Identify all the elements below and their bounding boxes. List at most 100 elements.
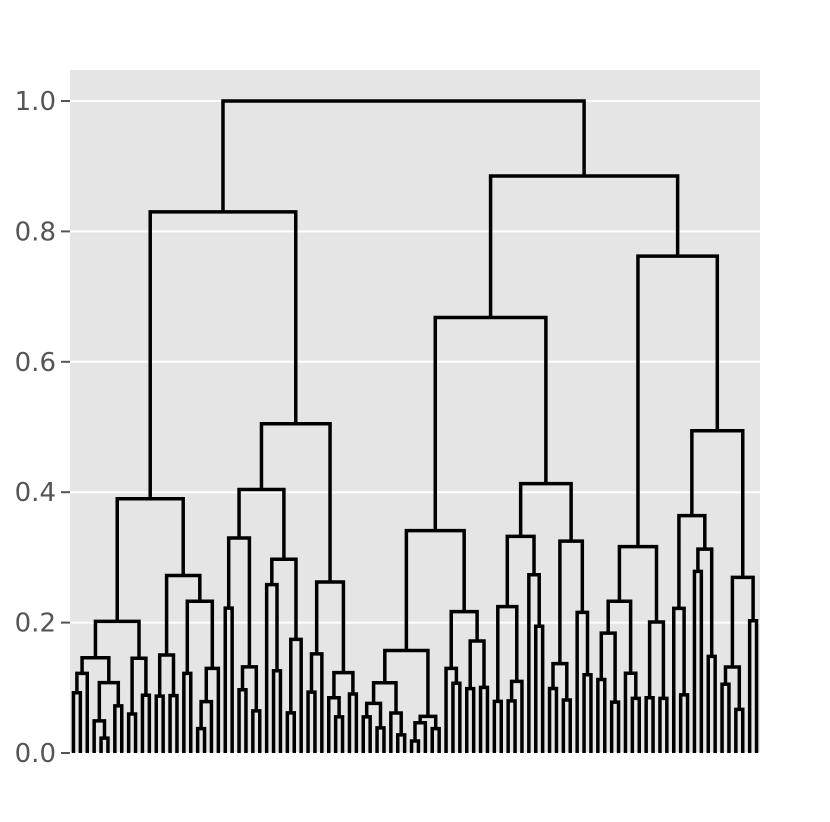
- dendrogram-link-42: [488, 174, 680, 318]
- dendrogram-link-72: [547, 686, 559, 753]
- dendrogram-link-84: [647, 620, 666, 699]
- dendrogram-link-91: [696, 547, 714, 657]
- dendrogram-link-94: [730, 575, 755, 668]
- dendrogram-link-48: [361, 715, 372, 753]
- dendrogram-link-46: [371, 681, 398, 714]
- dendrogram-link-5: [75, 671, 89, 753]
- dendrogram-link-13: [140, 693, 152, 753]
- dendrogram-link-29: [251, 709, 262, 753]
- dendrogram-link-6: [71, 691, 83, 753]
- dendrogram-link-78: [606, 599, 633, 674]
- dendrogram-link-16: [154, 694, 165, 753]
- dendrogram-link-20: [204, 666, 221, 753]
- dendrogram-link-51: [396, 733, 407, 753]
- y-tick-label-1: 0.2: [15, 609, 56, 639]
- dendrogram-link-55: [430, 726, 441, 753]
- dendrogram-link-43: [433, 315, 548, 531]
- dendrogram-link-33: [289, 637, 303, 753]
- dendrogram-link-7: [97, 680, 121, 721]
- dendrogram-link-65: [492, 699, 503, 753]
- dendrogram-link-59: [468, 639, 486, 689]
- dendrogram-link-76: [636, 254, 720, 547]
- dendrogram-link-63: [505, 534, 536, 607]
- dendrogram-link-83: [630, 696, 641, 753]
- dendrogram-link-41: [347, 692, 359, 753]
- dendrogram-link-38: [332, 670, 355, 698]
- dendrogram-link-8: [92, 719, 107, 753]
- dendrogram-link-3: [93, 619, 141, 659]
- dendrogram-link-18: [185, 599, 215, 674]
- dendrogram-link-2: [115, 496, 185, 622]
- dendrogram-link-56: [449, 609, 479, 669]
- dendrogram-link-49: [375, 726, 386, 753]
- dendrogram-link-98: [747, 619, 759, 753]
- dendrogram-link-95: [723, 665, 742, 710]
- dendrogram-link-52: [418, 714, 438, 729]
- dendrogram-link-11: [130, 656, 148, 715]
- dendrogram-link-37: [306, 690, 317, 753]
- dendrogram-link-14: [164, 573, 202, 655]
- dendrogram-link-93: [706, 654, 717, 753]
- y-tick-label-0: 0.0: [15, 739, 56, 769]
- dendrogram-link-88: [677, 513, 707, 609]
- plot-background: [70, 70, 760, 753]
- dendrogram-link-66: [509, 679, 524, 753]
- dendrogram-link-45: [383, 648, 430, 717]
- dendrogram-links: [71, 99, 759, 753]
- dendrogram-link-25: [226, 536, 252, 667]
- dendrogram-link-97: [734, 707, 745, 753]
- dendrogram-link-23: [259, 421, 332, 583]
- dendrogram-link-81: [609, 700, 621, 753]
- dendrogram-link-40: [333, 715, 345, 753]
- dendrogram-link-22: [195, 726, 207, 753]
- y-tick-label-4: 0.8: [15, 217, 56, 247]
- dendrogram-link-75: [582, 672, 593, 753]
- dendrogram-link-24: [237, 487, 286, 560]
- dendrogram-link-30: [270, 557, 298, 640]
- dendrogram-link-71: [551, 661, 569, 700]
- dendrogram-link-17: [168, 693, 179, 753]
- dendrogram-link-53: [413, 721, 428, 753]
- dendrogram-link-32: [271, 668, 283, 753]
- dendrogram-link-58: [451, 681, 462, 753]
- dendrogram-link-44: [404, 528, 466, 651]
- dendrogram-link-86: [658, 696, 669, 753]
- dendrogram-link-15: [157, 653, 176, 697]
- dendrogram-link-28: [237, 687, 248, 753]
- dendrogram-link-21: [199, 699, 214, 753]
- dendrogram-link-69: [534, 624, 545, 753]
- dendrogram-link-73: [561, 698, 572, 753]
- dendrogram-link-77: [617, 544, 659, 622]
- dendrogram-link-85: [644, 695, 655, 753]
- dendrogram-link-10: [113, 704, 124, 753]
- y-tick-label-5: 1.0: [15, 87, 56, 117]
- dendrogram-link-80: [596, 677, 607, 753]
- dendrogram-link-96: [720, 682, 731, 753]
- dendrogram-link-92: [692, 569, 704, 753]
- y-tick-label-3: 0.6: [15, 348, 56, 378]
- dendrogram-link-64: [496, 604, 519, 702]
- dendrogram-link-36: [309, 652, 324, 753]
- dendrogram-link-79: [599, 631, 617, 703]
- dendrogram-link-61: [478, 685, 490, 753]
- dendrogram-link-9: [99, 736, 110, 753]
- dendrogram-link-70: [558, 539, 585, 664]
- dendrogram-link-19: [182, 671, 193, 753]
- dendrogram-link-89: [672, 606, 686, 753]
- dendrogram-link-27: [240, 665, 259, 711]
- dendrogram-link-68: [527, 572, 541, 753]
- dendrogram-link-31: [264, 582, 279, 753]
- dendrogram-link-47: [364, 701, 383, 728]
- dendrogram-link-35: [314, 580, 346, 673]
- dendrogram-link-74: [575, 610, 590, 753]
- dendrogram-link-57: [444, 666, 459, 753]
- dendrogram-link-87: [690, 428, 745, 578]
- dendrogram-link-0: [221, 99, 586, 212]
- dendrogram-link-62: [518, 481, 573, 542]
- dendrogram-link-54: [409, 739, 421, 753]
- dendrogram-link-12: [126, 712, 138, 753]
- dendrogram-link-90: [678, 693, 690, 753]
- dendrogram-link-4: [80, 655, 111, 683]
- dendrogram-link-82: [623, 671, 638, 753]
